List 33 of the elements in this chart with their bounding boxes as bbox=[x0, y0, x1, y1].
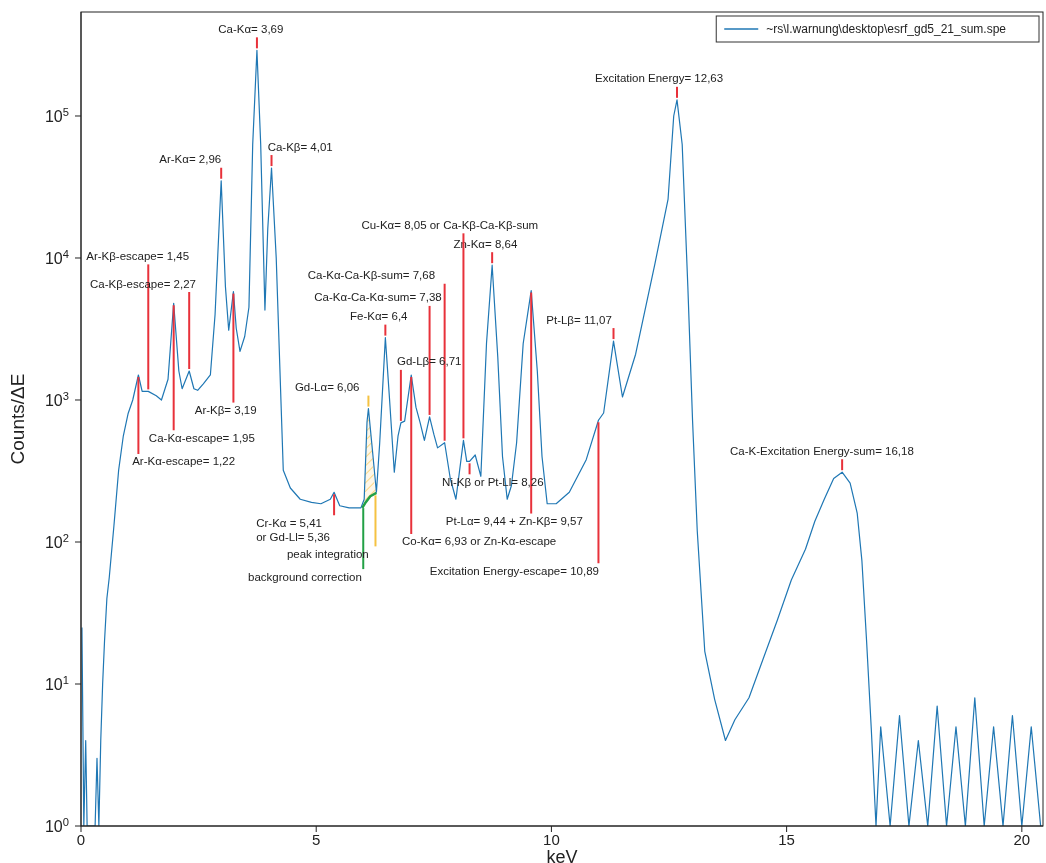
annotation: Ca-Kα= 3,69 bbox=[218, 22, 284, 35]
y-tick-label: 10$^{4}$ bbox=[44, 248, 69, 267]
annotation: Co-Kα= 6,93 or Zn-Kα-escape bbox=[402, 535, 557, 548]
annotation: Cu-Kα= 8,05 or Ca-Kβ-Ca-Kβ-sum bbox=[361, 218, 539, 231]
annotation: Pt-Lβ= 11,07 bbox=[546, 313, 612, 326]
x-tick-label: 5 bbox=[312, 830, 321, 848]
annotation: Fe-Kα= 6,4 bbox=[350, 310, 409, 323]
annotation: Ar-Kβ= 3,19 bbox=[194, 404, 257, 417]
x-tick-label: 10 bbox=[543, 830, 560, 848]
annotation: Gd-Lα= 6,06 bbox=[294, 381, 360, 394]
annotation: Ca-Kα-Ca-Kβ-sum= 7,68 bbox=[307, 269, 436, 282]
x-tick-label: 20 bbox=[1013, 830, 1031, 848]
annotation: Excitation Energy-escape= 10,89 bbox=[429, 564, 599, 577]
y-tick-label: 10$^{3}$ bbox=[44, 390, 69, 409]
x-tick-label: 0 bbox=[76, 830, 86, 848]
annotation: Ca-K-Excitation Energy-sum= 16,18 bbox=[730, 444, 914, 457]
y-tick-label: 10$^{2}$ bbox=[44, 532, 69, 551]
y-tick-label: 10$^{5}$ bbox=[44, 106, 69, 125]
annotation: Excitation Energy= 12,63 bbox=[594, 72, 724, 85]
annotation: Pt-Lα= 9,44 + Zn-Kβ= 9,57 bbox=[445, 515, 583, 528]
x-tick-label: 15 bbox=[778, 830, 795, 848]
annotation: Ar-Kβ-escape= 1,45 bbox=[86, 249, 190, 262]
annotation: Ca-Kα-escape= 1,95 bbox=[148, 431, 255, 444]
y-axis-title: Counts/ΔE bbox=[7, 373, 28, 465]
y-tick-label: 10$^{1}$ bbox=[44, 674, 69, 693]
annotation: Ar-Kα= 2,96 bbox=[159, 153, 222, 166]
annotation: background correction bbox=[247, 570, 362, 583]
annotation: Ca-Kβ= 4,01 bbox=[267, 140, 333, 153]
annotation: Ar-Kα-escape= 1,22 bbox=[132, 455, 236, 468]
y-tick-label: 10$^{0}$ bbox=[44, 816, 69, 835]
x-axis-title: keV bbox=[546, 847, 578, 863]
annotation: Ca-Kα-Ca-Kα-sum= 7,38 bbox=[314, 291, 442, 304]
legend-label: ~rs\l.warnung\desktop\esrf_gd5_21_sum.spe bbox=[766, 22, 1007, 36]
